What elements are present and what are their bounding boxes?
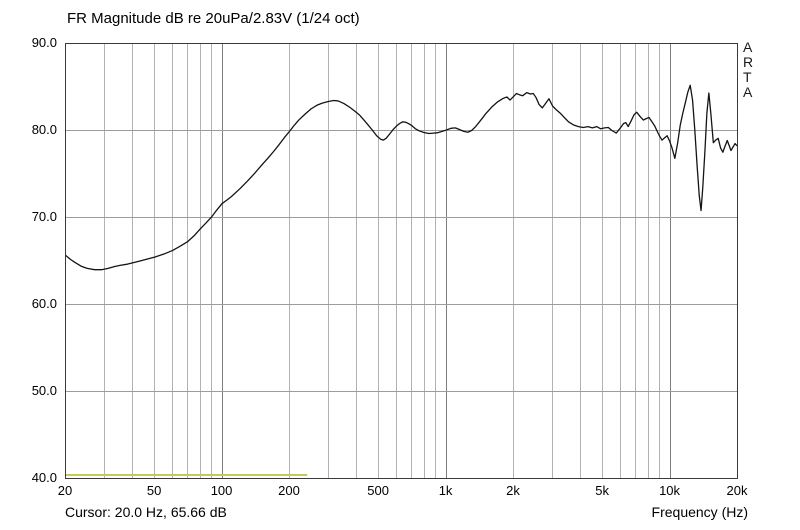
arta-letter: R <box>743 54 754 70</box>
x-axis-title: Frequency (Hz) <box>651 504 748 520</box>
x-tick-label: 5k <box>595 483 609 498</box>
fr-magnitude-curve <box>65 84 738 271</box>
y-tick-label: 90.0 <box>31 35 57 50</box>
x-tick-label: 20k <box>726 483 748 498</box>
plot-border <box>65 43 738 479</box>
fr-plot-area[interactable] <box>65 43 739 480</box>
x-tick-label: 200 <box>278 483 300 498</box>
arta-letter: A <box>743 84 753 100</box>
arta-watermark: A R T A <box>743 40 753 100</box>
chart-title: FR Magnitude dB re 20uPa/2.83V (1/24 oct… <box>67 10 360 27</box>
arta-letter: T <box>743 69 752 85</box>
x-tick-label: 2k <box>506 483 520 498</box>
y-tick-label: 60.0 <box>31 296 57 311</box>
x-tick-label: 50 <box>146 483 162 498</box>
y-tick-label: 40.0 <box>31 470 57 485</box>
y-tick-label: 80.0 <box>31 122 57 137</box>
x-tick-label: 10k <box>659 483 681 498</box>
y-tick-label: 70.0 <box>31 209 57 224</box>
arta-letter: A <box>743 39 753 55</box>
x-tick-label: 1k <box>438 483 453 498</box>
x-tick-label: 100 <box>210 483 233 498</box>
cursor-readout: Cursor: 20.0 Hz, 65.66 dB <box>65 504 227 520</box>
y-tick-label: 50.0 <box>31 383 57 398</box>
x-tick-label: 500 <box>367 483 389 498</box>
x-tick-label: 20 <box>57 483 73 498</box>
